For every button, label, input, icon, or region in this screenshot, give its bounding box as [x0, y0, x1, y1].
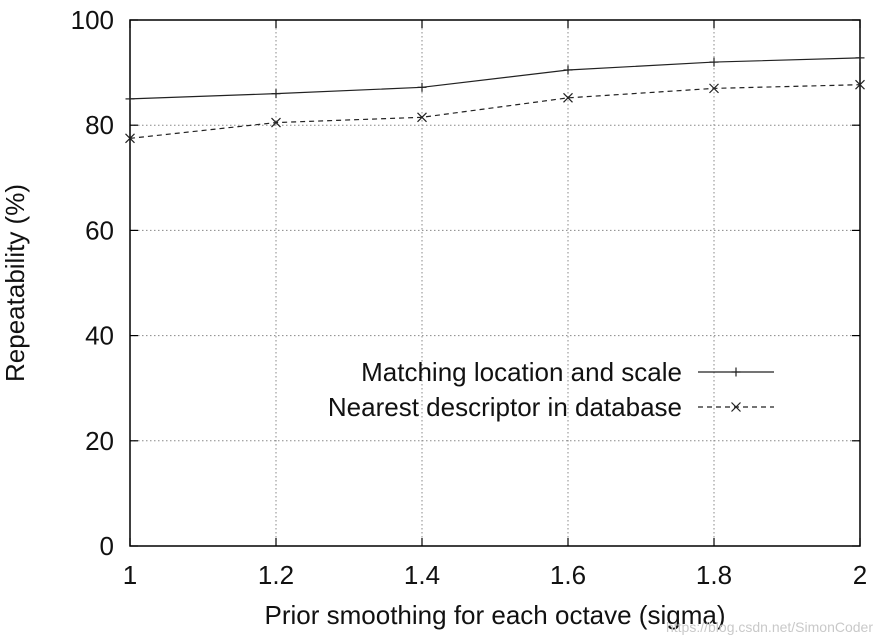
- watermark: https://blog.csdn.net/SimonCoder: [665, 619, 873, 635]
- data-point-marker: [563, 65, 573, 75]
- data-point-marker: [125, 133, 135, 144]
- data-point-marker: [271, 89, 281, 99]
- x-tick-label: 1.2: [258, 560, 294, 590]
- x-axis-label: Prior smoothing for each octave (sigma): [265, 600, 726, 630]
- data-point-marker: [709, 83, 719, 94]
- x-tick-label: 2: [853, 560, 867, 590]
- data-point-marker: [271, 117, 281, 128]
- y-tick-label: 60: [85, 215, 114, 245]
- data-point-marker: [125, 94, 135, 104]
- legend: Matching location and scale Nearest descr…: [328, 357, 774, 422]
- x-tick-label: 1: [123, 560, 137, 590]
- data-point-marker: [855, 79, 865, 90]
- data-point-marker: [417, 112, 427, 123]
- grid: [130, 20, 860, 546]
- data-point-marker: [563, 92, 573, 103]
- x-tick-label: 1.6: [550, 560, 586, 590]
- legend-label: Matching location and scale: [361, 357, 682, 387]
- data-point-marker: [417, 82, 427, 92]
- y-tick-label: 20: [85, 426, 114, 456]
- plot-frame: [129, 19, 861, 547]
- series-line-2: [129, 84, 861, 139]
- y-tick-label: 0: [100, 531, 114, 561]
- data-point-marker: [855, 53, 865, 63]
- y-tick-label: 40: [85, 321, 114, 351]
- legend-marker: [731, 367, 741, 377]
- y-tick-label: 80: [85, 110, 114, 140]
- series-line-1: [129, 57, 861, 100]
- x-tick-label: 1.4: [404, 560, 440, 590]
- y-axis-label: Repeatability (%): [0, 184, 30, 382]
- legend-marker: [731, 402, 741, 412]
- series-group: [125, 53, 865, 144]
- legend-label: Nearest descriptor in database: [328, 392, 682, 422]
- y-tick-label: 100: [71, 5, 114, 35]
- data-point-marker: [709, 57, 719, 67]
- x-tick-label: 1.8: [696, 560, 732, 590]
